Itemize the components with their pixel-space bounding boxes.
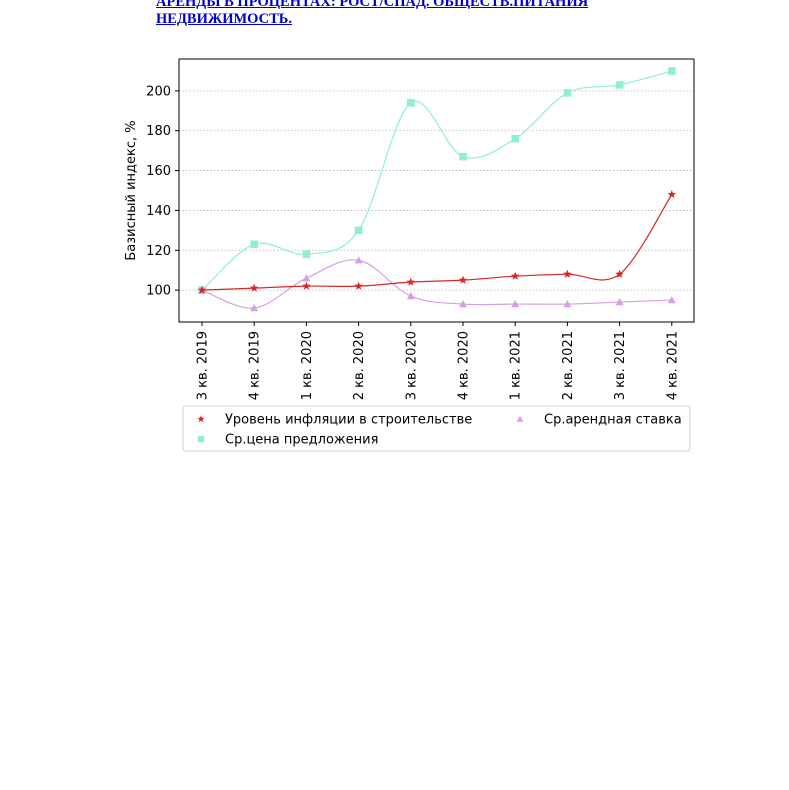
series-layer (197, 67, 677, 312)
legend-entry: Ср.арендная ставка (516, 413, 682, 428)
y-axis-label: Базисный индекс, % (124, 120, 139, 260)
data-point (406, 292, 415, 300)
series-square (198, 67, 676, 294)
data-point (459, 152, 467, 161)
data-point (615, 81, 624, 89)
grid-layer (179, 90, 694, 291)
data-point (250, 304, 259, 312)
plot-frame (178, 58, 695, 323)
x-tick-label: 1 кв. 2020 (300, 331, 315, 400)
data-point (354, 256, 363, 264)
page-heading[interactable]: АРЕНДЫ В ПРОЦЕНТАХ: РОСТ/СПАД. ОБЩЕСТВ.П… (156, 0, 716, 28)
legend-marker (197, 435, 205, 443)
legend-marker (516, 415, 524, 422)
y-tick-label: 100 (146, 284, 171, 299)
x-tick-label: 2 кв. 2020 (352, 331, 367, 400)
legend-label: Ср.арендная ставка (544, 413, 682, 428)
legend-marker (197, 415, 205, 423)
data-point (668, 67, 676, 75)
data-point (302, 274, 311, 282)
y-tick-label: 140 (146, 204, 171, 219)
data-point (667, 296, 676, 304)
legend-entry: Уровень инфляции в строительстве (197, 413, 472, 428)
legend-label: Уровень инфляции в строительстве (225, 413, 472, 428)
x-tick-label: 4 кв. 2020 (457, 331, 472, 400)
data-point (511, 300, 520, 308)
data-point (459, 300, 467, 308)
data-point (407, 99, 415, 107)
series-line (201, 70, 672, 291)
series-line (201, 194, 673, 291)
data-point (197, 285, 207, 294)
legend: Уровень инфляции в строительстве Ср.цена … (182, 405, 691, 452)
data-point (458, 275, 468, 284)
y-tick-label: 180 (146, 124, 171, 139)
page-heading-line-1[interactable]: АРЕНДЫ В ПРОЦЕНТАХ: РОСТ/СПАД. ОБЩЕСТВ.П… (156, 0, 589, 10)
data-point (667, 189, 677, 199)
data-point (563, 300, 572, 308)
data-point (615, 298, 624, 306)
data-point (563, 269, 572, 278)
legend-box (182, 405, 691, 452)
data-point (250, 240, 258, 249)
x-tick-label: 3 кв. 2020 (404, 331, 419, 400)
data-point (249, 283, 259, 292)
x-tick-label: 4 кв. 2019 (248, 331, 263, 400)
series-triangle (198, 256, 676, 312)
data-point (354, 281, 363, 290)
data-point (302, 250, 311, 259)
x-tick-label: 3 кв. 2021 (613, 331, 628, 400)
data-point (615, 269, 624, 278)
x-tick-label: 4 кв. 2021 (665, 331, 680, 400)
series-star (197, 189, 677, 294)
y-tick-label: 120 (146, 244, 171, 259)
series-line (201, 259, 672, 309)
legend-entry: Ср.цена предложения (197, 433, 378, 448)
legend-label: Ср.цена предложения (225, 433, 378, 448)
page-heading-line-2[interactable]: НЕДВИЖИМОСТЬ. (156, 11, 292, 27)
data-point (511, 134, 519, 143)
x-tick-label: 1 кв. 2021 (509, 331, 524, 400)
data-point (563, 89, 572, 97)
y-tick-label: 200 (146, 84, 171, 99)
y-tick-label: 160 (146, 164, 171, 179)
data-point (406, 277, 416, 286)
data-point (354, 226, 363, 235)
x-tick-label: 3 кв. 2019 (196, 331, 211, 400)
axis-layer: 100 120 140 160 180 200 3 кв. 2019 4 кв. 2019 1 … (146, 84, 680, 400)
data-point (302, 281, 311, 290)
data-point (510, 271, 520, 280)
x-tick-label: 2 кв. 2021 (561, 331, 576, 400)
